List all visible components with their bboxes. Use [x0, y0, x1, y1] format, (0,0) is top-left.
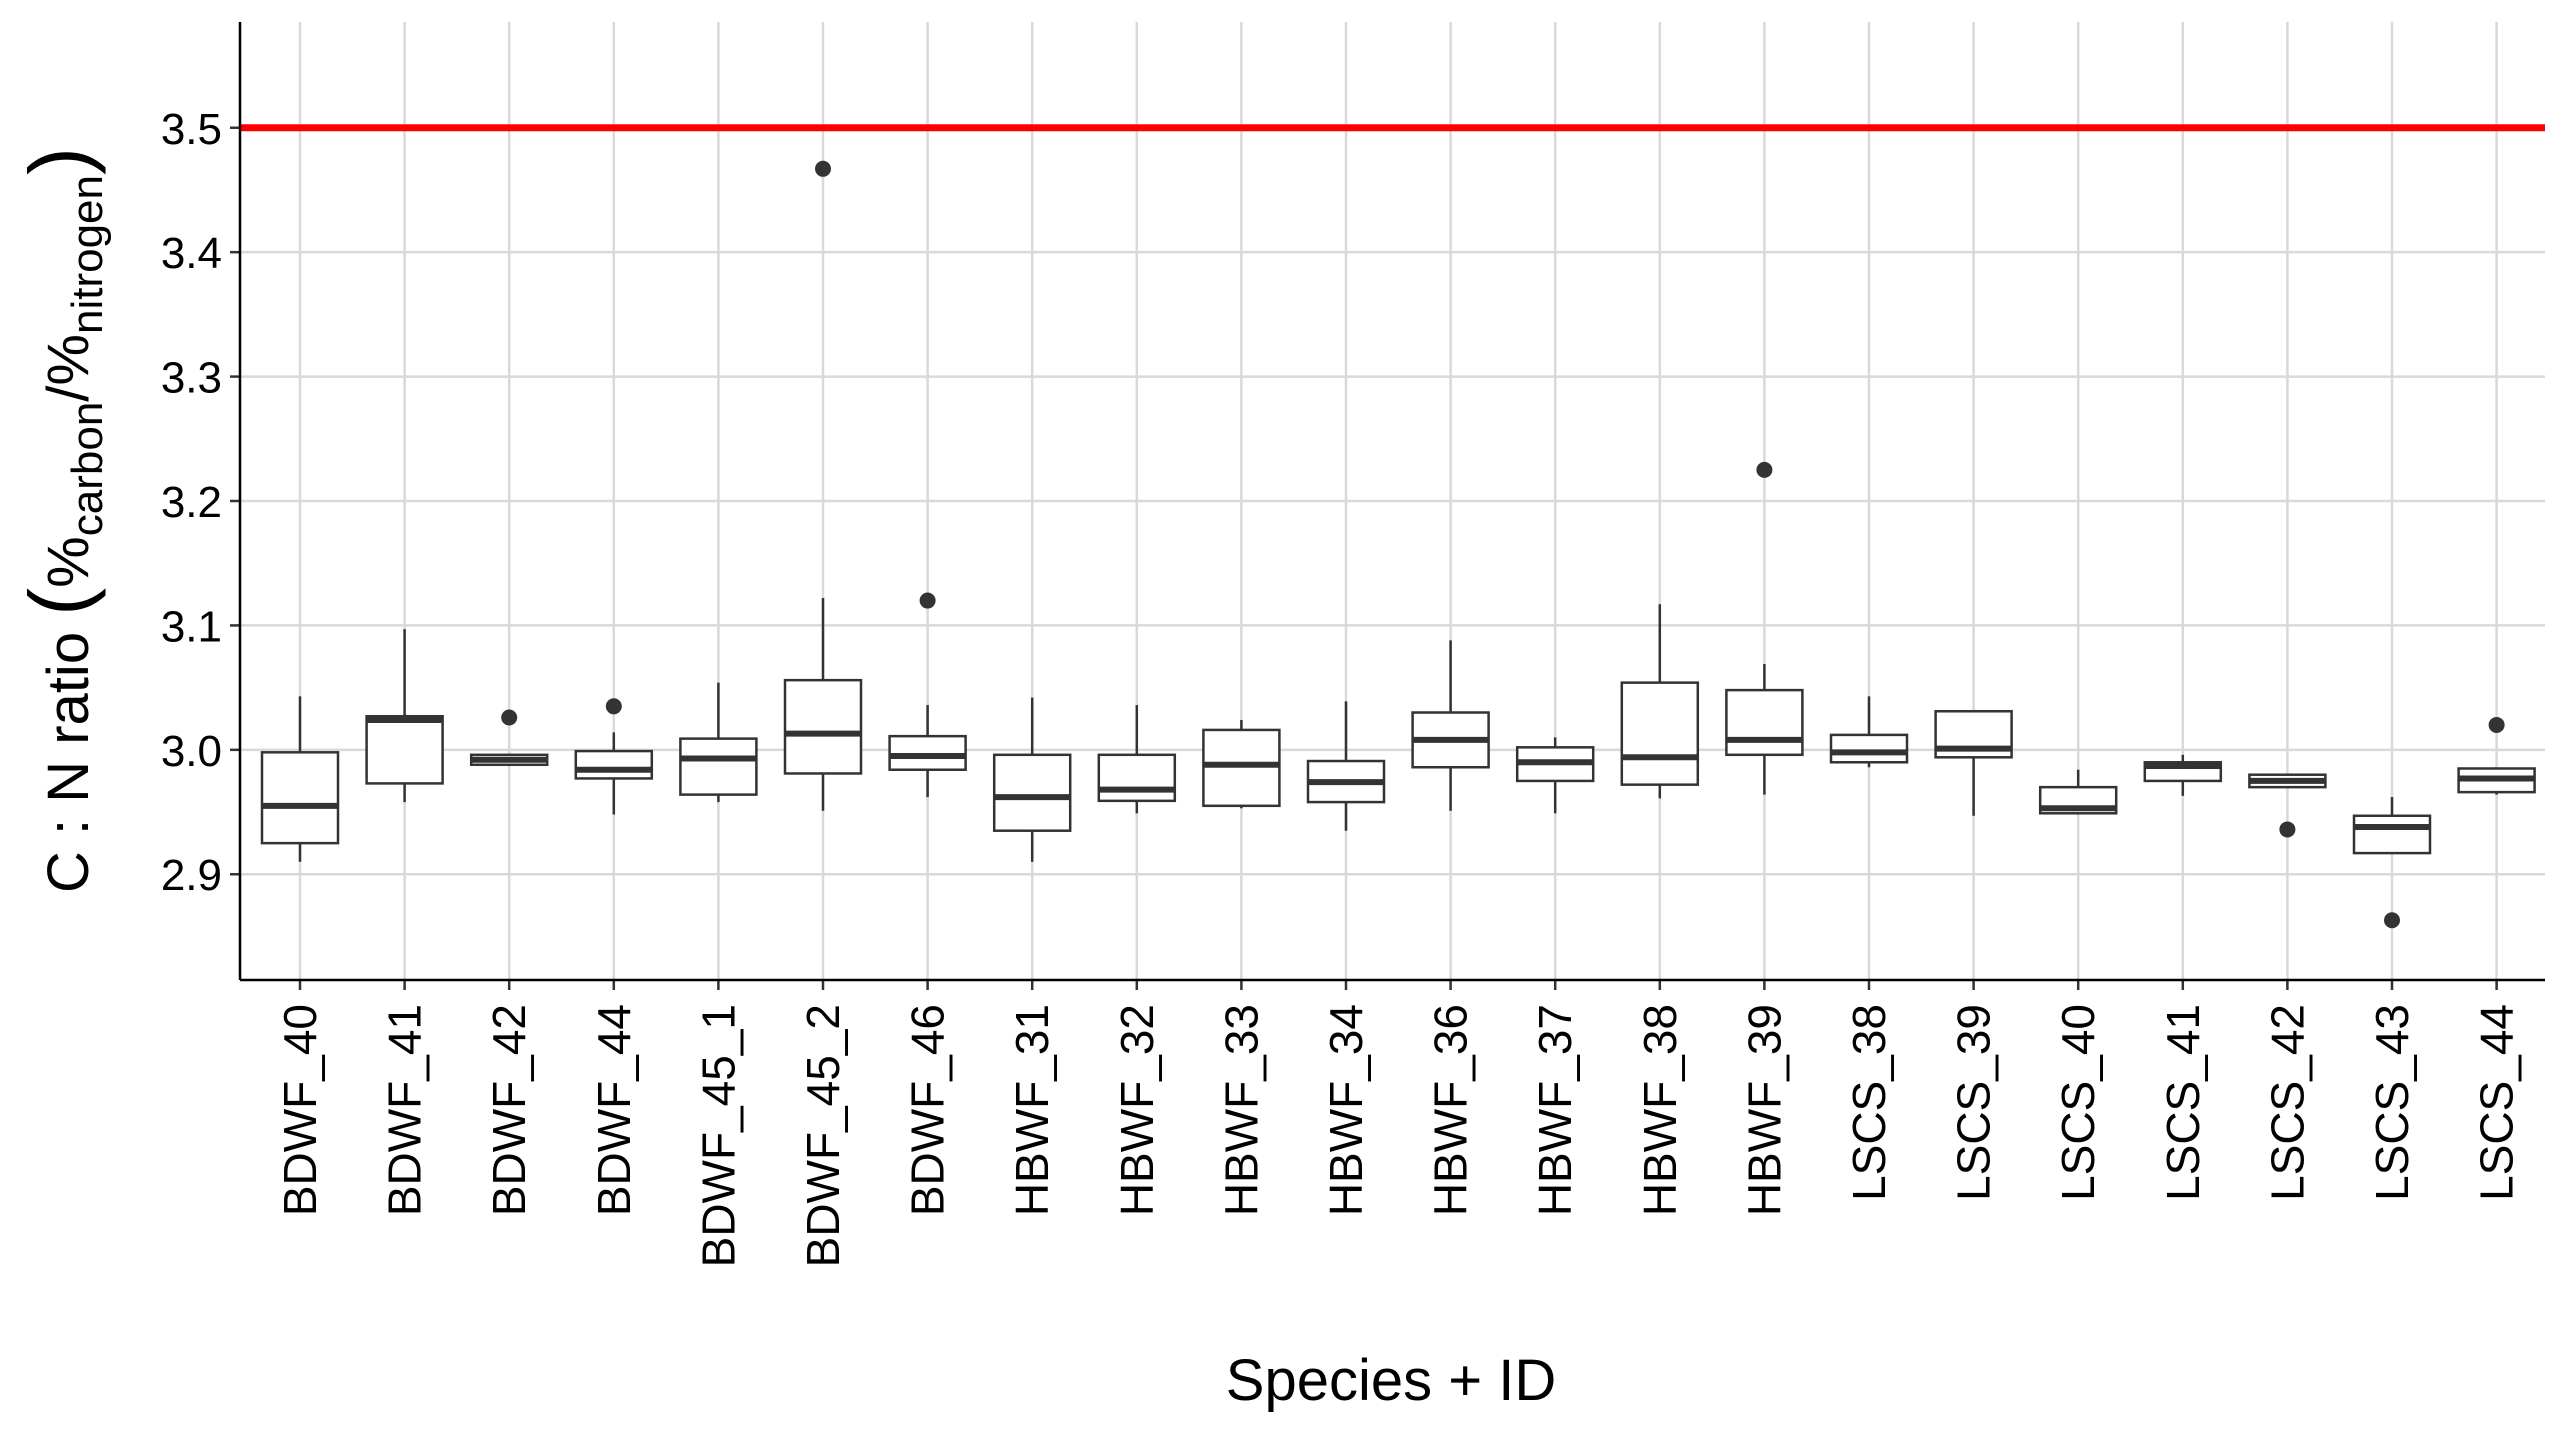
box-BDWF_44 [574, 698, 654, 815]
box-LSCS_44 [2457, 716, 2536, 795]
y-axis-title-prefix: C : N ratio [36, 616, 101, 893]
box-HBWF_38 [1620, 604, 1700, 799]
x-tick-label: BDWF_45_2 [797, 1004, 849, 1267]
box-LSCS_43 [2352, 797, 2432, 929]
outlier-point [2488, 716, 2505, 733]
x-tick-label: BDWF_42 [483, 1004, 535, 1216]
box-BDWF_40 [260, 696, 340, 862]
box-iqr [260, 751, 340, 845]
x-tick-label: HBWF_37 [1529, 1004, 1581, 1216]
x-tick-label: BDWF_45_1 [692, 1004, 744, 1267]
x-tick-label: LSCS_41 [2157, 1004, 2209, 1201]
box-LSCS_40 [2038, 769, 2118, 815]
box-HBWF_34 [1306, 701, 1386, 831]
x-axis-title: Species + ID [1226, 1348, 1556, 1413]
outlier-point [815, 160, 831, 177]
x-tick-label: HBWF_36 [1425, 1004, 1477, 1216]
x-tick-label: LSCS_38 [1843, 1004, 1895, 1201]
x-tick-label: LSCS_40 [2052, 1004, 2104, 1201]
y-axis-title: C : N ratio (%carbon/%nitrogen) [12, 147, 112, 893]
x-tick-label: BDWF_46 [902, 1004, 954, 1216]
y-axis-title-num-subscript: carbon [63, 402, 112, 537]
boxes-group [260, 160, 2536, 929]
y-tick-label: 2.9 [161, 851, 222, 900]
x-tick-label: HBWF_39 [1738, 1004, 1790, 1216]
tick-labels-group: 2.9 3.0 3.1 3.2 3.3 3.4 3.5 BDWF_40 BDWF_41 BDWF_… [161, 105, 2523, 1268]
x-tick-label: BDWF_40 [274, 1004, 326, 1216]
box-BDWF_45_1 [679, 682, 758, 803]
box-HBWF_33 [1202, 719, 1281, 809]
box-BDWF_45_2 [783, 160, 863, 811]
box-iqr [1829, 733, 1909, 764]
x-tick-label: HBWF_31 [1006, 1004, 1058, 1216]
x-tick-label: LSCS_42 [2261, 1004, 2313, 1201]
outlier-point [1756, 461, 1773, 478]
y-axis-title-den-subscript: nitrogen [63, 175, 112, 334]
box-HBWF_36 [1411, 640, 1490, 811]
x-tick-label: LSCS_39 [1948, 1004, 2000, 1201]
y-tick-label: 3.2 [161, 478, 222, 527]
y-axis-title-num-symbol: % [36, 536, 101, 588]
x-tick-label: LSCS_44 [2471, 1004, 2523, 1201]
x-tick-label: LSCS_43 [2366, 1004, 2418, 1201]
outlier-point [501, 709, 518, 726]
box-iqr [783, 678, 863, 775]
box-BDWF_41 [365, 629, 444, 803]
outlier-point [605, 698, 622, 715]
outlier-point [919, 592, 936, 609]
grid-lines [240, 22, 2545, 980]
y-axis-title-paren-close: ) [12, 147, 106, 175]
box-LSCS_39 [1934, 710, 2013, 816]
outlier-point [2279, 821, 2296, 838]
box-LSCS_42 [2248, 773, 2327, 838]
y-tick-label: 3.1 [161, 602, 222, 651]
outlier-point [2384, 912, 2400, 929]
x-tick-label: HBWF_38 [1634, 1004, 1686, 1216]
y-tick-label: 3.0 [161, 727, 222, 776]
box-HBWF_32 [1097, 705, 1177, 814]
y-tick-label: 3.4 [161, 229, 222, 278]
box-BDWF_46 [888, 592, 967, 798]
box-iqr [992, 753, 1072, 832]
x-tick-label: BDWF_41 [379, 1004, 431, 1216]
box-iqr [1202, 728, 1281, 808]
box-iqr [1725, 688, 1804, 757]
box-BDWF_42 [469, 709, 549, 767]
y-tick-label: 3.3 [161, 354, 222, 403]
box-iqr [679, 737, 758, 796]
x-tick-label: BDWF_44 [588, 1004, 640, 1216]
x-tick-label: HBWF_33 [1215, 1004, 1267, 1216]
y-axis-title-den-symbol: % [36, 334, 101, 386]
box-iqr [574, 749, 654, 780]
axes-group [230, 22, 2545, 990]
x-tick-label: HBWF_34 [1320, 1004, 1372, 1216]
box-iqr [2352, 814, 2432, 855]
box-iqr [1097, 753, 1177, 803]
box-HBWF_37 [1515, 737, 1595, 814]
y-axis-title-slash: / [36, 385, 101, 402]
box-iqr [365, 714, 444, 785]
y-tick-label: 3.5 [161, 105, 222, 154]
box-HBWF_39 [1725, 461, 1804, 795]
y-axis-title-paren-open: ( [12, 588, 106, 616]
box-iqr [1620, 681, 1700, 786]
box-LSCS_41 [2143, 754, 2223, 796]
x-tick-label: HBWF_32 [1111, 1004, 1163, 1216]
box-HBWF_31 [992, 697, 1072, 862]
box-LSCS_38 [1829, 696, 1909, 768]
box-iqr [888, 734, 967, 771]
